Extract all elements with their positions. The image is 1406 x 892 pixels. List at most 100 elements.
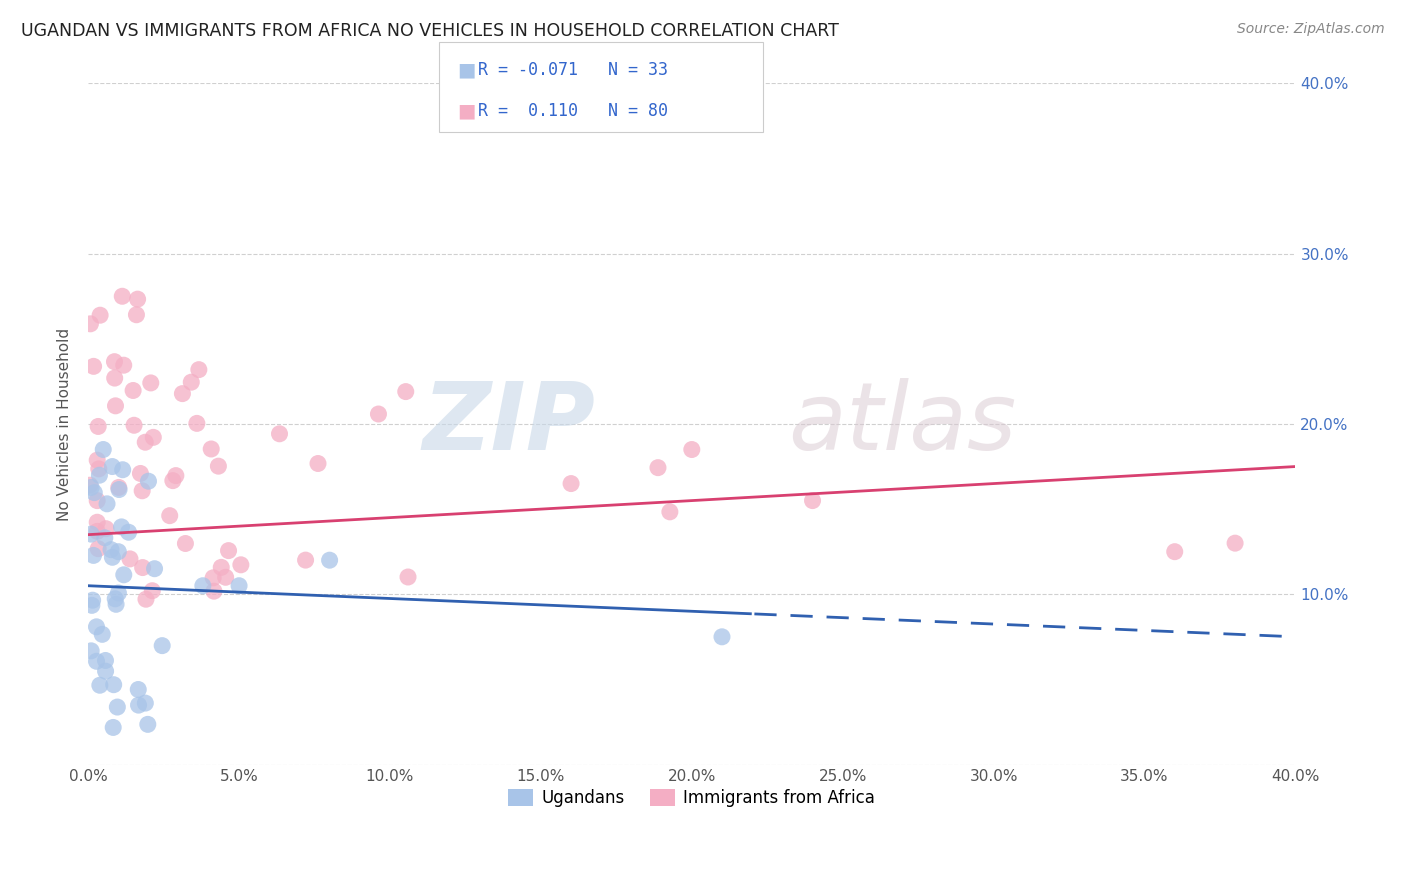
Point	[122, 418, 145, 433]
Point	[214, 570, 236, 584]
Point	[142, 430, 165, 444]
Point	[86, 453, 108, 467]
Point	[162, 474, 184, 488]
Point	[103, 721, 125, 735]
Text: R = -0.071   N = 33: R = -0.071 N = 33	[478, 61, 668, 79]
Point	[89, 678, 111, 692]
Point	[218, 543, 240, 558]
Point	[294, 553, 316, 567]
Point	[89, 308, 111, 322]
Point	[1164, 544, 1187, 558]
Point	[139, 376, 162, 390]
Point	[191, 579, 214, 593]
Point	[107, 586, 129, 600]
Point	[108, 483, 131, 497]
Point	[82, 593, 104, 607]
Legend: Ugandans, Immigrants from Africa: Ugandans, Immigrants from Africa	[502, 782, 882, 814]
Point	[367, 407, 389, 421]
Y-axis label: No Vehicles in Household: No Vehicles in Household	[58, 327, 72, 521]
Point	[107, 480, 129, 494]
Point	[647, 460, 669, 475]
Point	[200, 442, 222, 456]
Point	[82, 549, 104, 563]
Point	[122, 384, 145, 398]
Point	[180, 375, 202, 389]
Point	[681, 442, 703, 457]
Point	[91, 627, 114, 641]
Point	[135, 592, 157, 607]
Point	[104, 399, 127, 413]
Point	[269, 426, 291, 441]
Point	[172, 386, 194, 401]
Point	[87, 419, 110, 434]
Point	[138, 474, 160, 488]
Point	[86, 515, 108, 529]
Point	[658, 505, 681, 519]
Point	[86, 654, 108, 668]
Point	[202, 584, 225, 599]
Point	[396, 570, 419, 584]
Point	[80, 527, 103, 541]
Point	[150, 639, 173, 653]
Point	[209, 560, 232, 574]
Point	[94, 531, 117, 545]
Point	[187, 362, 209, 376]
Point	[307, 457, 329, 471]
Point	[125, 308, 148, 322]
Point	[141, 583, 163, 598]
Point	[83, 359, 105, 374]
Point	[103, 354, 125, 368]
Point	[104, 591, 127, 606]
Point	[110, 520, 132, 534]
Point	[79, 478, 101, 492]
Text: UGANDAN VS IMMIGRANTS FROM AFRICA NO VEHICLES IN HOUSEHOLD CORRELATION CHART: UGANDAN VS IMMIGRANTS FROM AFRICA NO VEH…	[21, 22, 839, 40]
Point	[100, 542, 122, 557]
Point	[112, 567, 135, 582]
Point	[80, 480, 103, 494]
Point	[131, 560, 153, 574]
Point	[136, 717, 159, 731]
Point	[128, 698, 150, 712]
Point	[101, 550, 124, 565]
Point	[127, 292, 149, 306]
Point	[560, 476, 582, 491]
Point	[174, 536, 197, 550]
Point	[94, 653, 117, 667]
Text: ■: ■	[457, 61, 475, 79]
Point	[107, 544, 129, 558]
Point	[117, 525, 139, 540]
Point	[207, 459, 229, 474]
Point	[186, 417, 208, 431]
Point	[86, 524, 108, 539]
Point	[112, 358, 135, 372]
Point	[165, 468, 187, 483]
Text: atlas: atlas	[789, 378, 1017, 469]
Point	[87, 541, 110, 556]
Point	[111, 289, 134, 303]
Point	[89, 468, 111, 483]
Point	[395, 384, 418, 399]
Point	[96, 497, 118, 511]
Point	[86, 493, 108, 508]
Point	[105, 597, 128, 611]
Point	[83, 485, 105, 500]
Point	[94, 664, 117, 678]
Point	[101, 459, 124, 474]
Point	[105, 700, 128, 714]
Point	[202, 571, 225, 585]
Point	[1223, 536, 1246, 550]
Point	[80, 599, 103, 613]
Point	[801, 493, 824, 508]
Point	[86, 620, 108, 634]
Text: ZIP: ZIP	[422, 378, 595, 470]
Point	[103, 678, 125, 692]
Point	[229, 558, 252, 572]
Point	[131, 483, 153, 498]
Point	[134, 435, 156, 450]
Point	[127, 682, 149, 697]
Point	[134, 696, 156, 710]
Point	[80, 644, 103, 658]
Point	[711, 630, 734, 644]
Point	[94, 522, 117, 536]
Text: R =  0.110   N = 80: R = 0.110 N = 80	[478, 102, 668, 120]
